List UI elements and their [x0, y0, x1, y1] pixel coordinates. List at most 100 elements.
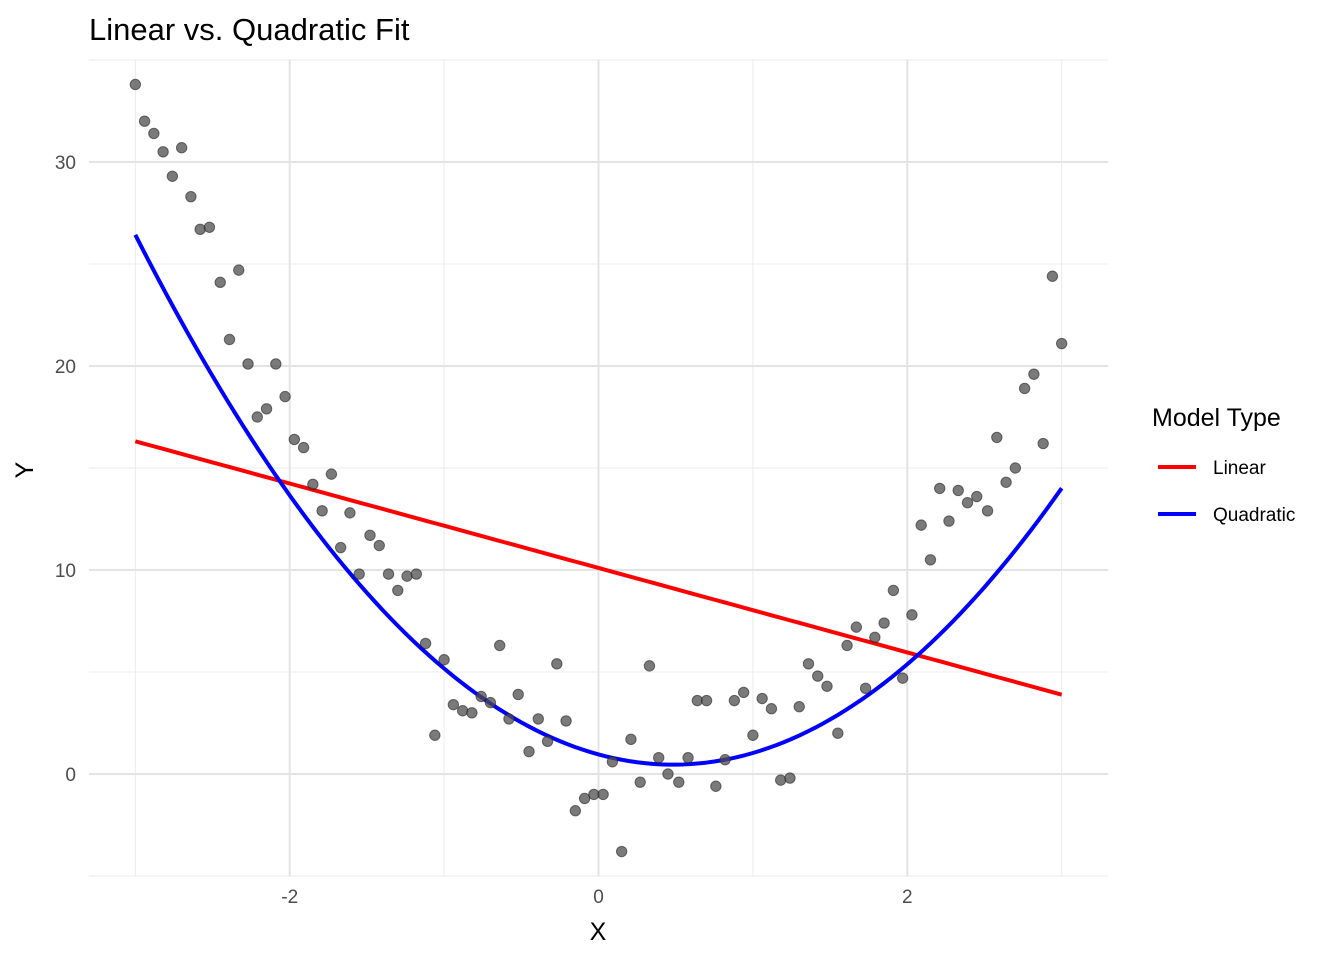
data-point — [1037, 437, 1049, 450]
data-point — [279, 390, 291, 403]
fit-line-quadratic — [133, 233, 1064, 767]
data-point — [850, 621, 863, 633]
data-point — [203, 221, 216, 233]
data-point — [419, 637, 432, 650]
data-point — [774, 774, 787, 786]
chart-title: Linear vs. Quadratic Fit — [89, 12, 410, 47]
data-point — [719, 754, 731, 766]
data-point — [551, 658, 563, 670]
data-point — [541, 735, 554, 748]
data-point — [214, 276, 226, 289]
data-point — [915, 519, 927, 531]
data-point — [756, 692, 768, 705]
data-point — [560, 715, 572, 727]
data-point — [410, 568, 423, 580]
data-point — [924, 554, 937, 566]
legend-title: Model Type — [1152, 404, 1281, 432]
data-point — [344, 507, 356, 519]
data-point — [765, 703, 778, 715]
data-point — [832, 727, 844, 739]
data-point — [991, 431, 1003, 444]
data-point — [906, 609, 918, 621]
x-tick-label: -2 — [281, 887, 298, 908]
x-tick-label: 2 — [902, 887, 913, 908]
data-point — [1028, 368, 1040, 380]
data-point — [129, 78, 142, 91]
data-point — [270, 358, 282, 370]
data-point — [157, 146, 169, 158]
legend-label-linear: Linear — [1213, 458, 1266, 479]
data-point — [325, 468, 338, 480]
plot-panel — [89, 59, 1108, 877]
data-point — [606, 756, 619, 768]
data-point — [615, 845, 628, 858]
data-point — [447, 698, 460, 711]
data-point — [981, 505, 994, 517]
data-point — [841, 639, 853, 652]
data-point — [728, 694, 741, 707]
legend-items: Linear Quadratic — [1158, 458, 1295, 526]
data-point — [625, 733, 637, 746]
data-point — [643, 660, 656, 672]
data-point — [802, 658, 815, 670]
data-point — [148, 127, 160, 140]
data-point — [1000, 476, 1012, 488]
data-point — [887, 584, 900, 597]
data-point — [961, 496, 974, 509]
data-point — [242, 358, 254, 370]
data-point — [373, 539, 385, 552]
y-tick-label: 10 — [55, 561, 76, 582]
data-point — [597, 788, 609, 801]
data-point — [784, 772, 796, 784]
data-point — [578, 792, 591, 805]
data-point — [971, 490, 983, 503]
data-point — [653, 751, 665, 764]
data-point — [793, 700, 805, 713]
data-point — [1055, 337, 1068, 350]
x-tick-label: 0 — [593, 887, 604, 908]
data-point — [682, 751, 694, 764]
data-point — [233, 264, 245, 276]
data-point — [952, 484, 964, 497]
y-tick-label: 30 — [55, 153, 76, 174]
y-tick-label: 0 — [65, 765, 76, 786]
fit-line-linear — [134, 439, 1063, 697]
x-axis-title: X — [590, 918, 607, 946]
data-point — [943, 515, 955, 527]
data-point — [532, 713, 544, 725]
data-point — [484, 696, 497, 709]
data-point — [466, 707, 478, 719]
data-point — [747, 729, 759, 741]
data-point — [382, 568, 395, 580]
data-point — [869, 631, 881, 644]
data-point — [297, 441, 310, 454]
data-point — [673, 776, 685, 788]
fit-lines — [133, 233, 1064, 767]
data-point — [316, 505, 328, 517]
data-point — [934, 482, 946, 495]
data-point — [392, 584, 404, 597]
data-point — [812, 670, 824, 682]
data-point — [1009, 462, 1022, 474]
data-point — [194, 223, 206, 236]
data-point — [737, 686, 750, 699]
data-point — [288, 433, 301, 446]
data-point — [401, 570, 413, 582]
data-point — [634, 776, 646, 788]
y-axis-tick-labels: 0 10 20 30 — [55, 153, 76, 786]
data-point — [429, 729, 441, 741]
data-point — [503, 713, 515, 725]
data-point — [334, 541, 347, 554]
legend: Model Type Linear Quadratic — [1152, 404, 1295, 526]
data-points — [129, 78, 1068, 858]
data-point — [475, 690, 487, 703]
data-point — [512, 688, 524, 701]
x-axis-tick-labels: -2 0 2 — [281, 887, 912, 908]
data-point — [896, 672, 909, 684]
data-point — [185, 190, 197, 203]
data-point — [1018, 382, 1031, 395]
data-point — [878, 617, 890, 629]
legend-label-quadratic: Quadratic — [1213, 505, 1295, 526]
data-point — [138, 115, 151, 127]
